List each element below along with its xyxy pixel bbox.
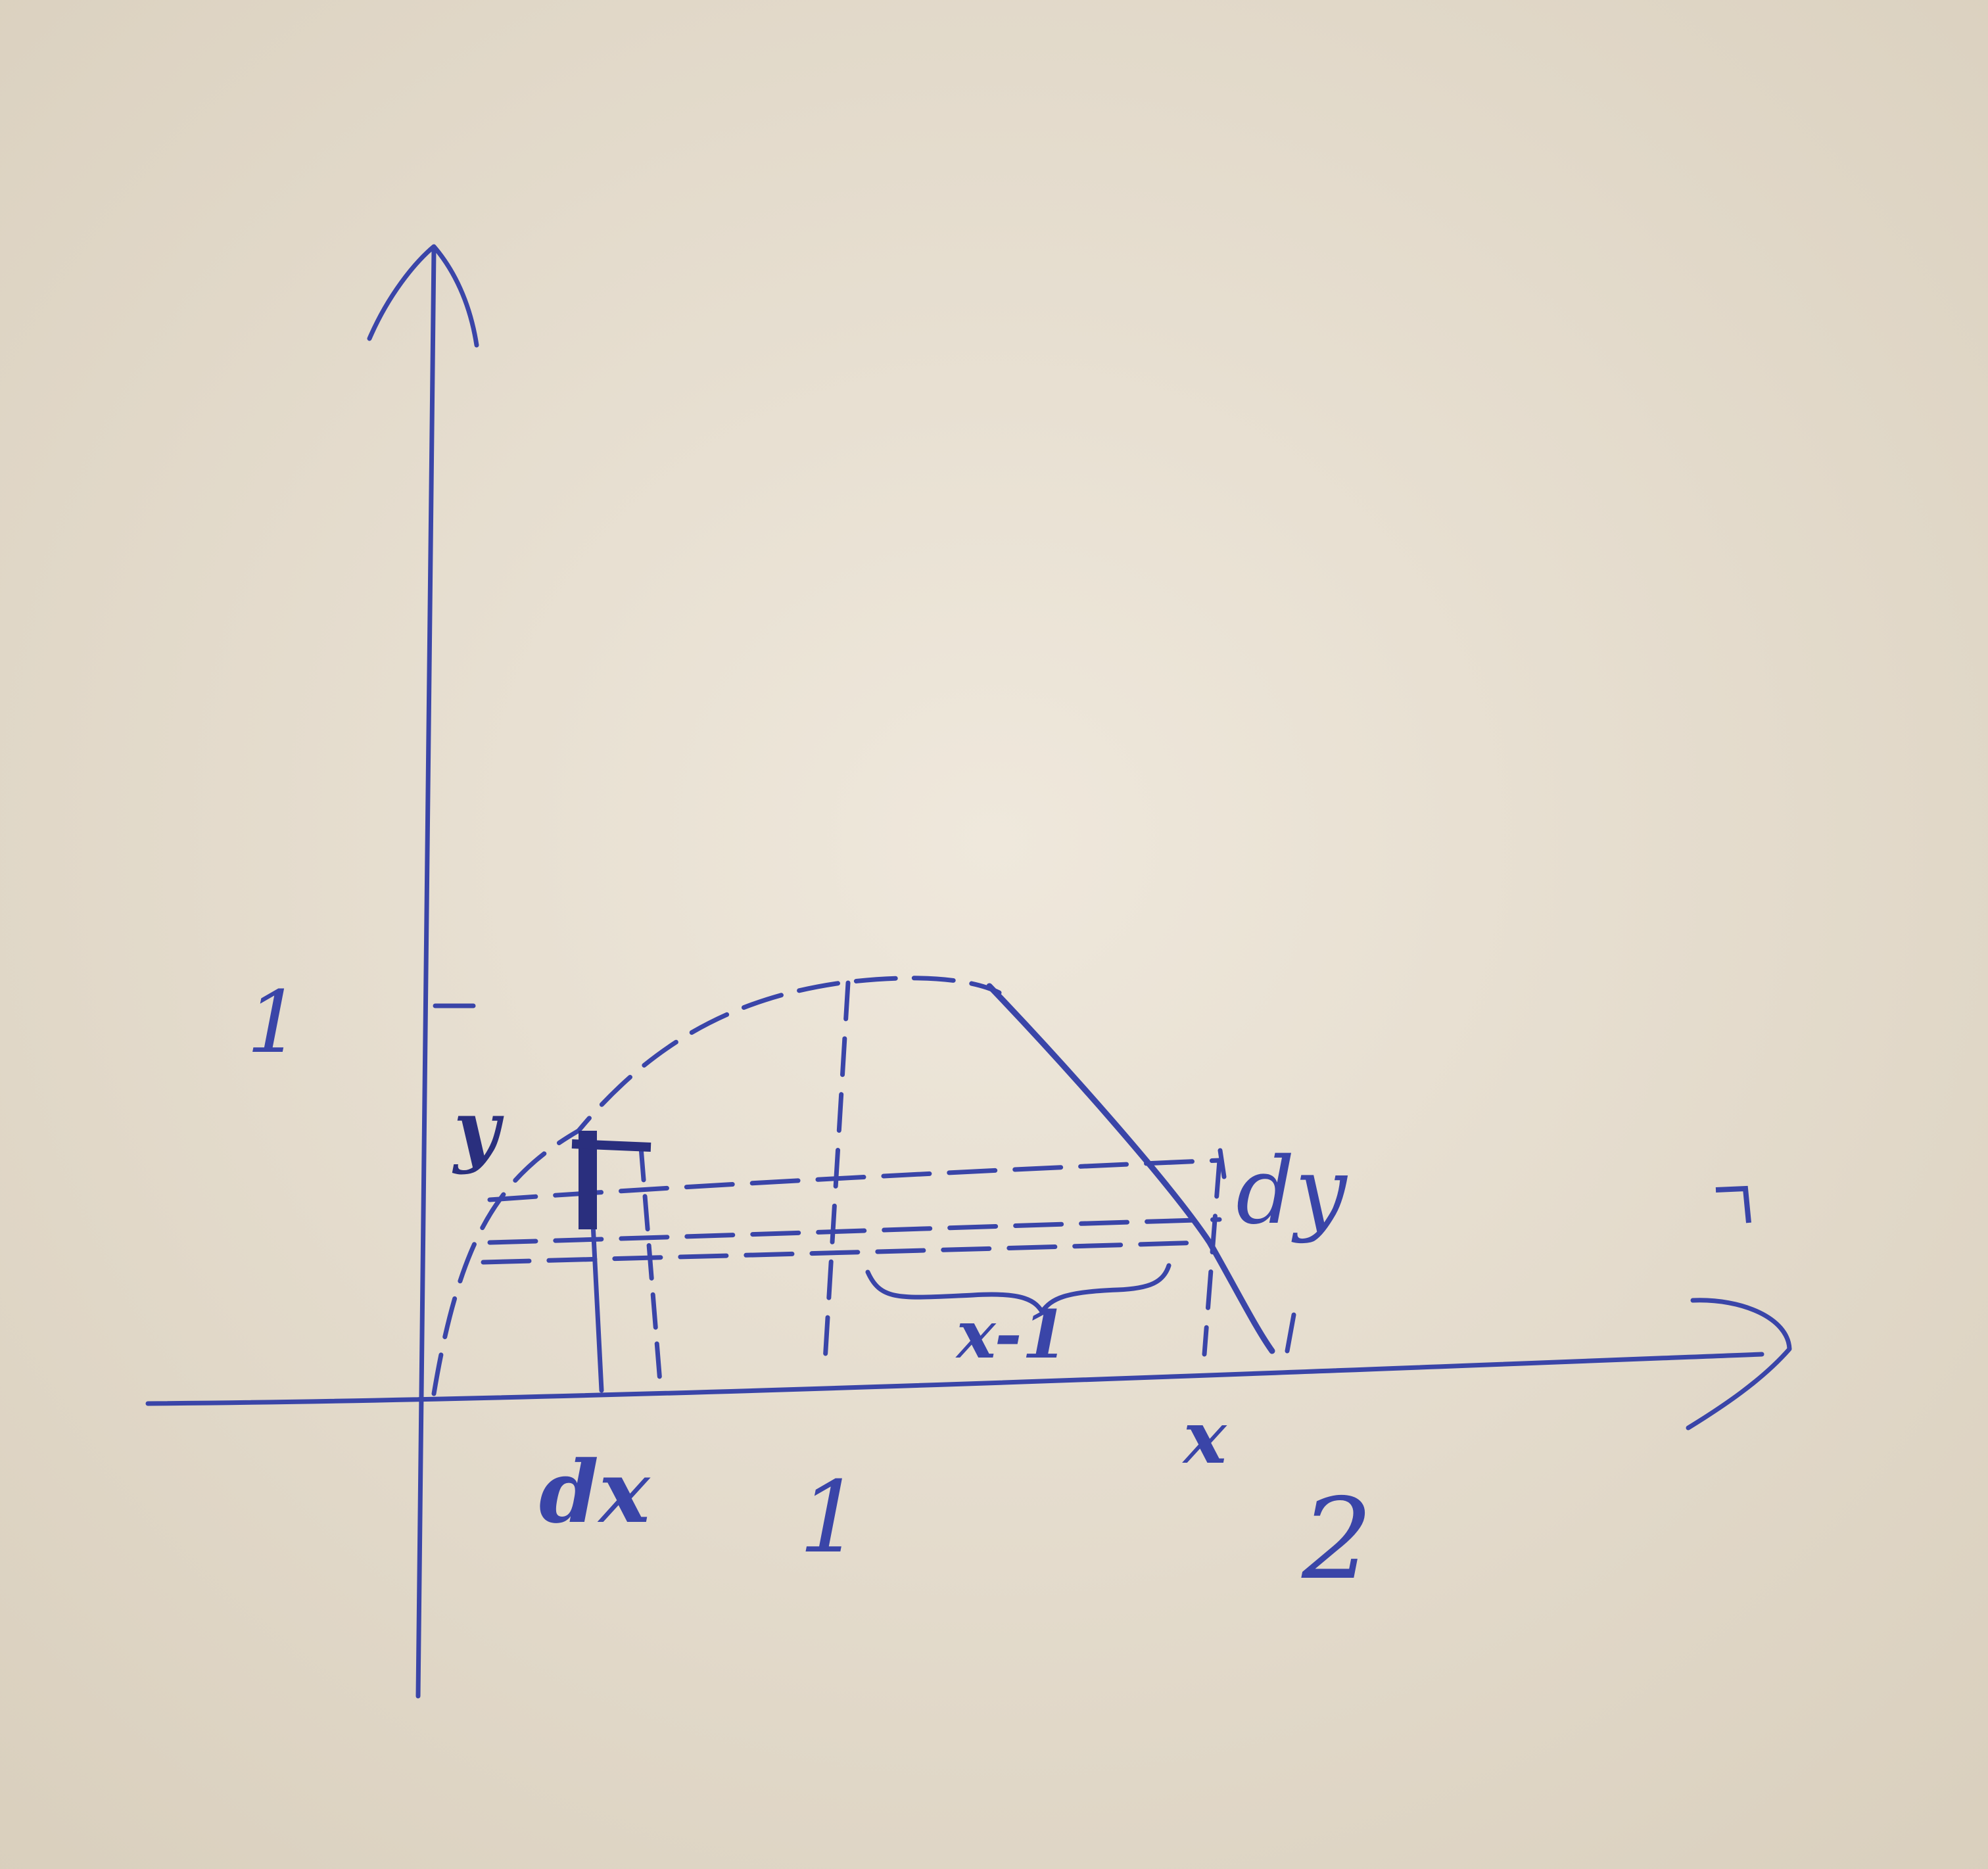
y-tick-label-one: 1: [247, 972, 301, 1072]
brace-x-minus-one: [865, 1263, 1172, 1314]
x-variable-label: x: [1182, 1395, 1227, 1480]
dx-strip-cap: [571, 1139, 651, 1152]
curve-solid-right: [986, 983, 1275, 1354]
x-tick-label-one: 1: [799, 1461, 861, 1575]
x-minus-one-label: x-1: [955, 1296, 1068, 1373]
dy-tick-bottom: [1285, 1312, 1296, 1354]
strip-bottom-line: [481, 1240, 1206, 1265]
y-axis-arrowhead: [367, 244, 479, 348]
x-axis: [145, 1352, 1764, 1406]
y-variable-label: y: [452, 1083, 504, 1176]
x-tick-label-two: 2: [1301, 1475, 1373, 1605]
dx-label: dx: [539, 1442, 651, 1542]
dx-right-line: [638, 1145, 663, 1393]
x-axis-arrowhead: [1686, 1298, 1792, 1431]
y-axis: [415, 247, 437, 1699]
dy-tick-top: [1218, 1148, 1227, 1179]
dashed-vertical-at-one: [822, 980, 851, 1363]
dy-label: dy: [1236, 1138, 1348, 1245]
curve-dashed: [431, 976, 1002, 1396]
dashed-vertical-at-x: [1202, 1158, 1222, 1357]
margin-mark: [1715, 1185, 1751, 1223]
